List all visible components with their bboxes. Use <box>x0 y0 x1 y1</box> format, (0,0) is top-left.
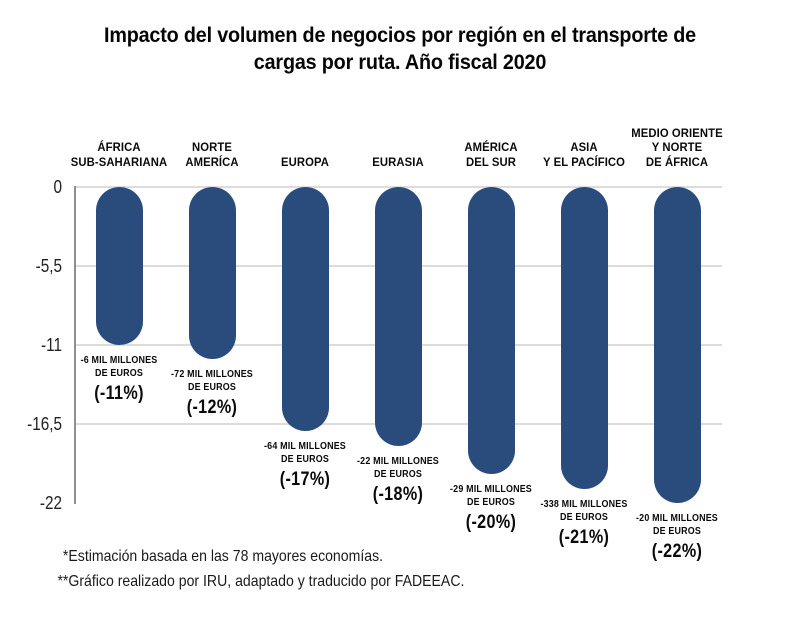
bar <box>281 187 329 432</box>
amount-label-line: -6 MIL MILLONES <box>80 354 158 366</box>
bar <box>188 187 236 360</box>
category-label: NORTE AMERÍCA <box>146 112 278 169</box>
amount-label-line: DE EUROS <box>188 381 236 394</box>
amount-label-line: -72 MIL MILLONES <box>171 368 253 381</box>
category-label-line: EURASIA <box>372 154 424 169</box>
amount-label-line: DE EUROS <box>95 367 143 379</box>
amount-label-line: -22 MIL MILLONES <box>357 454 439 467</box>
bar <box>467 187 515 475</box>
y-axis-tick-label: -22 <box>39 493 62 513</box>
bar <box>653 187 701 503</box>
footnote-2-text: Gráfico realizado por IRU, adaptado y tr… <box>68 573 465 590</box>
category-label: AMÉRICA DEL SUR <box>425 112 557 169</box>
amount-label-line: -29 MIL MILLONES <box>450 483 532 496</box>
amount-label-line: DE EUROS <box>467 496 515 509</box>
category-label-line: ASIA <box>570 140 598 154</box>
category-label: ASIA Y EL PACÍFICO <box>518 112 650 169</box>
category-label-line: DEL SUR <box>466 154 516 169</box>
amount-label-line: DE EUROS <box>560 510 608 523</box>
category-label-line: ÁFRICA <box>97 140 141 154</box>
footnotes: * Estimación basada en las 78 mayores ec… <box>42 544 522 594</box>
amount-label-line: DE EUROS <box>281 453 329 466</box>
amount-label-line: -64 MIL MILLONES <box>264 440 346 453</box>
category-label: MEDIO ORIENTE Y NORTE DE ÁFRICA <box>611 112 743 169</box>
value-label: -6 MIL MILLONES DE EUROS (-11%) <box>60 354 179 405</box>
category-label: EUROPA <box>239 112 371 169</box>
bar <box>95 187 143 345</box>
amount-label-line: -338 MIL MILLONES <box>540 497 628 510</box>
footnote-1: * Estimación basada en las 78 mayores ec… <box>42 544 464 569</box>
category-label-line: EUROPA <box>281 154 329 169</box>
footnote-1-marker: * <box>62 548 69 565</box>
percent-label: (-17%) <box>279 469 331 491</box>
y-axis-line <box>74 186 76 504</box>
value-label: -72 MIL MILLONES DE EUROS (-12%) <box>153 368 272 419</box>
value-label: -20 MIL MILLONES DE EUROS (-22%) <box>618 512 737 563</box>
footnote-2: ** Gráfico realizado por IRU, adaptado y… <box>42 569 464 594</box>
percent-label: (-12%) <box>186 397 238 419</box>
value-label: -64 MIL MILLONES DE EUROS (-17%) <box>246 440 365 491</box>
value-label: -338 MIL MILLONES DE EUROS (-21%) <box>525 498 644 549</box>
percent-label: (-22%) <box>651 541 703 562</box>
value-label: -29 MIL MILLONES DE EUROS (-20%) <box>432 483 551 534</box>
y-axis-tick-label: -16,5 <box>27 414 63 434</box>
amount-label-line: DE EUROS <box>653 525 701 537</box>
category-label-line: AMÉRICA <box>464 140 518 154</box>
percent-label: (-18%) <box>372 483 424 505</box>
category-label-line: NORTE <box>192 140 232 154</box>
category-label: EURASIA <box>332 112 464 169</box>
bar <box>560 187 608 489</box>
amount-label-line: -20 MIL MILLONES <box>636 512 718 524</box>
chart-title-line-1: Impacto del volumen de negocios por regi… <box>104 23 696 47</box>
category-label-line: Y EL PACÍFICO <box>542 154 626 169</box>
category-label-line: AMERÍCA <box>185 154 239 169</box>
footnote-1-text: Estimación basada en las 78 mayores econ… <box>68 548 384 565</box>
category-label-line: MEDIO ORIENTE <box>631 125 723 140</box>
bar <box>374 187 422 446</box>
category-label-line: Y NORTE <box>651 140 703 154</box>
amount-label-line: DE EUROS <box>374 467 422 480</box>
percent-label: (-21%) <box>558 526 610 548</box>
percent-label: (-11%) <box>94 383 144 404</box>
category-label: ÁFRICA SUB-SAHARIANA <box>53 112 185 169</box>
chart-title: Impacto del volumen de negocios por regi… <box>32 22 768 76</box>
value-label: -22 MIL MILLONES DE EUROS (-18%) <box>339 455 458 506</box>
y-axis-tick-label: -5,5 <box>35 256 62 276</box>
chart-title-line-2: cargas por ruta. Año fiscal 2020 <box>253 50 547 74</box>
category-label-line: DE ÁFRICA <box>645 154 709 169</box>
category-label-line: SUB-SAHARIANA <box>70 154 168 169</box>
y-axis-tick-label: -11 <box>41 335 62 355</box>
y-axis-tick-label: 0 <box>53 177 62 197</box>
percent-label: (-20%) <box>465 512 517 534</box>
footnote-2-marker: ** <box>57 573 69 590</box>
